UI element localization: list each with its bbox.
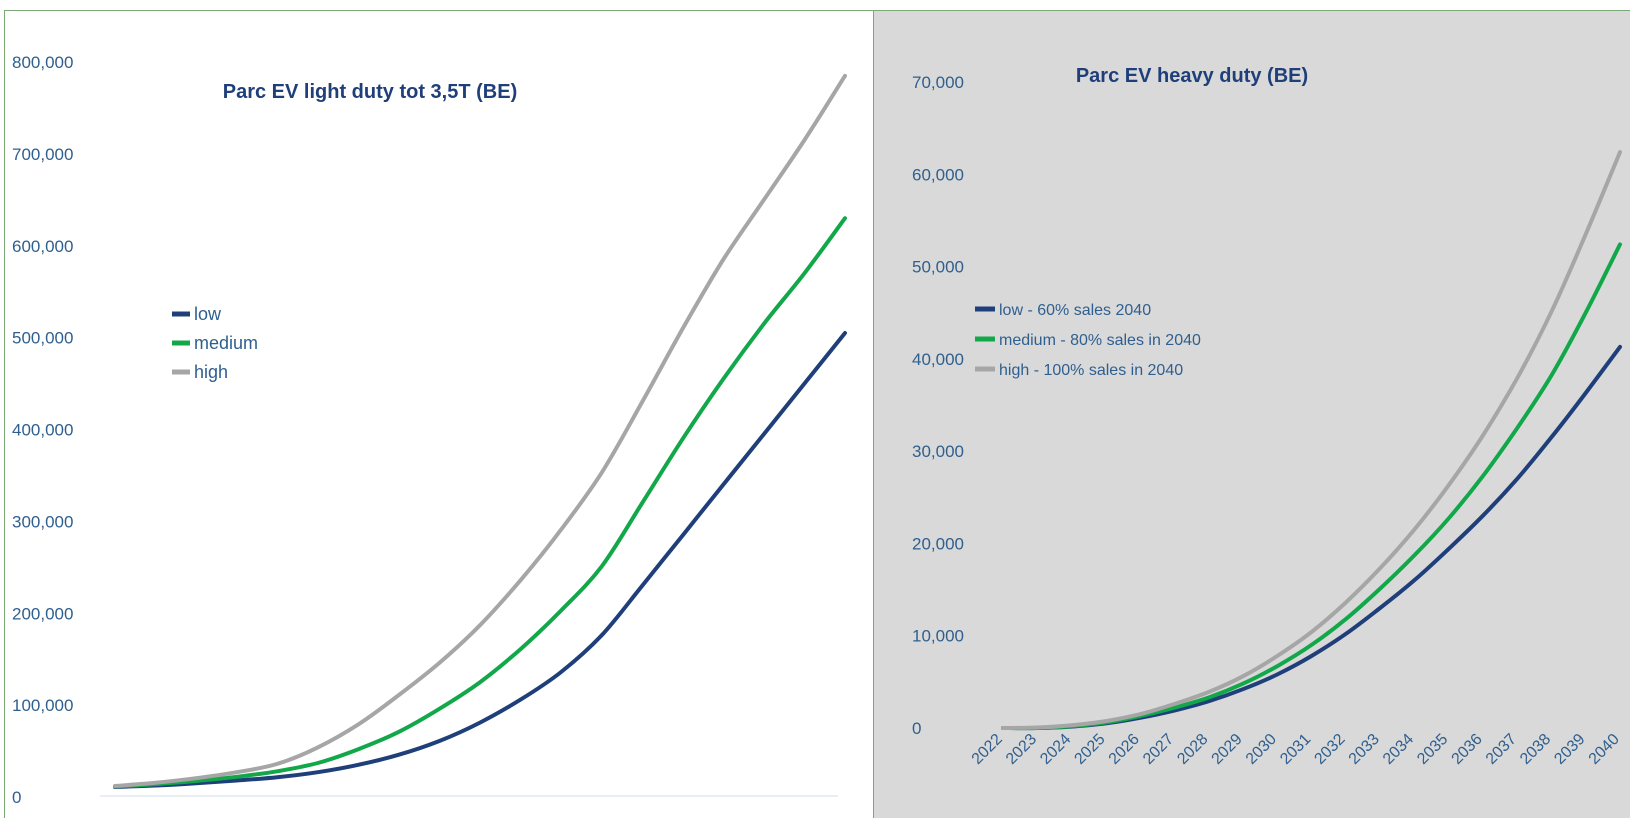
series-line-1 [113, 216, 847, 789]
x-tick-label: 2033 [1346, 731, 1383, 768]
legend-label: high - 100% sales in 2040 [999, 362, 1183, 379]
heavy-duty-chart: Parc EV heavy duty (BE) 0 10,000 20,000 30,… [912, 65, 1623, 768]
x-tick-label: 2040 [1586, 731, 1623, 768]
y-tick-label: 70,000 [912, 73, 964, 92]
x-tick-label: 2022 [969, 731, 1006, 768]
series-line-2 [113, 73, 847, 788]
y-tick-label: 40,000 [912, 350, 964, 369]
x-tick-label: 2023 [1003, 731, 1040, 768]
x-tick-label: 2035 [1414, 731, 1451, 768]
x-tick-label: 2025 [1071, 731, 1108, 768]
x-tick-label: 2034 [1380, 731, 1417, 768]
x-tick-label: 2029 [1209, 731, 1246, 768]
legend-label: low - 60% sales 2040 [999, 302, 1151, 319]
y-tick-label: 800,000 [12, 53, 73, 72]
y-tick-label: 400,000 [12, 421, 73, 440]
series-line-0 [113, 331, 847, 789]
x-tick-label: 2031 [1277, 731, 1314, 768]
y-tick-label: 60,000 [912, 165, 964, 184]
y-tick-label: 20,000 [912, 534, 964, 553]
legend-label: medium - 80% sales in 2040 [999, 332, 1201, 349]
y-tick-label: 10,000 [912, 627, 964, 646]
x-tick-label: 2030 [1243, 731, 1280, 768]
chart-panel-light-duty [4, 10, 873, 818]
y-tick-label: 700,000 [12, 145, 73, 164]
x-tick-label: 2037 [1483, 731, 1520, 768]
legend-label: high [194, 362, 228, 382]
x-tick-label: 2038 [1517, 731, 1554, 768]
light-duty-chart: Parc EV light duty tot 3,5T (BE) 0 100,00… [12, 53, 847, 807]
x-tick-label: 2026 [1106, 731, 1143, 768]
y-tick-label: 600,000 [12, 237, 73, 256]
x-tick-label: 2028 [1174, 731, 1211, 768]
chart-title: Parc EV heavy duty (BE) [1076, 65, 1308, 87]
chart-title: Parc EV light duty tot 3,5T (BE) [223, 81, 517, 103]
y-tick-label: 200,000 [12, 604, 73, 623]
y-tick-label: 100,000 [12, 696, 73, 715]
series-line-2 [1001, 150, 1622, 730]
x-tick-label: 2027 [1140, 731, 1177, 768]
y-tick-label: 0 [912, 719, 921, 738]
y-tick-label: 30,000 [912, 442, 964, 461]
x-tick-label: 2036 [1449, 731, 1486, 768]
series-line-0 [1001, 344, 1622, 731]
y-tick-label: 0 [12, 788, 21, 807]
y-tick-label: 300,000 [12, 512, 73, 531]
y-tick-label: 500,000 [12, 329, 73, 348]
x-tick-label: 2032 [1311, 731, 1348, 768]
x-tick-label: 2024 [1037, 731, 1074, 768]
y-tick-label: 50,000 [912, 258, 964, 277]
legend-label: low [194, 304, 222, 324]
chart-panel-heavy-duty [873, 10, 1630, 818]
legend-label: medium [194, 333, 258, 353]
x-tick-label: 2039 [1551, 731, 1588, 768]
